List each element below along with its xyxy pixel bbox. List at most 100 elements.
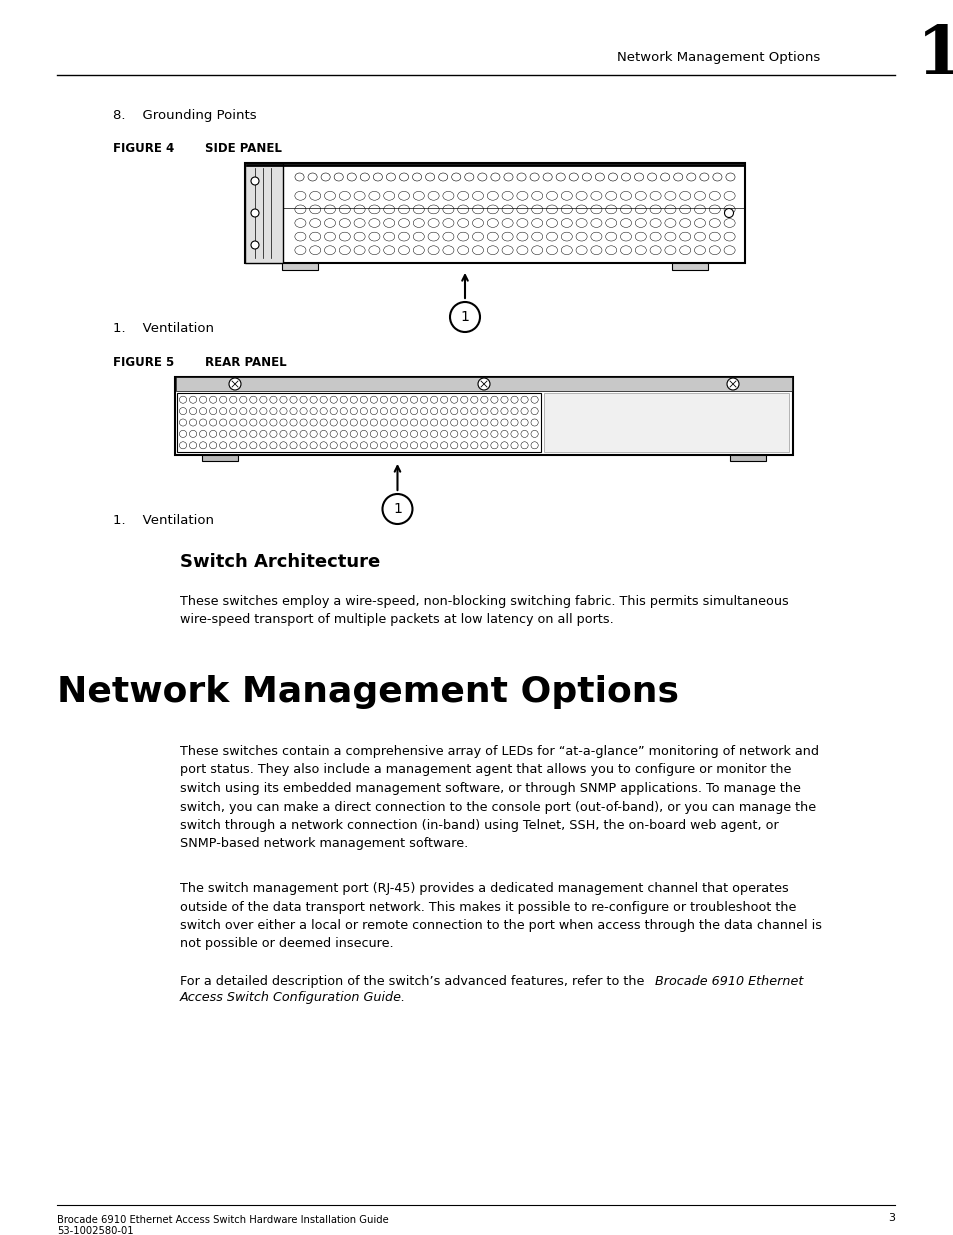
Ellipse shape [517, 191, 527, 200]
Ellipse shape [511, 430, 517, 437]
Ellipse shape [354, 219, 365, 227]
Ellipse shape [694, 246, 705, 254]
Ellipse shape [239, 408, 247, 415]
Ellipse shape [369, 246, 379, 254]
Ellipse shape [410, 442, 417, 448]
Ellipse shape [360, 442, 367, 448]
Bar [245, 163, 283, 263]
Ellipse shape [576, 191, 586, 200]
Text: FIGURE 4: FIGURE 4 [112, 142, 174, 154]
Ellipse shape [440, 408, 447, 415]
Ellipse shape [219, 408, 227, 415]
Ellipse shape [450, 430, 457, 437]
Ellipse shape [179, 408, 187, 415]
Ellipse shape [520, 396, 528, 404]
Ellipse shape [354, 191, 365, 200]
Ellipse shape [210, 408, 216, 415]
Ellipse shape [383, 205, 395, 214]
Ellipse shape [619, 205, 631, 214]
Ellipse shape [279, 430, 287, 437]
Ellipse shape [581, 173, 591, 182]
Ellipse shape [350, 442, 357, 448]
Ellipse shape [310, 408, 317, 415]
Ellipse shape [390, 442, 397, 448]
Ellipse shape [664, 191, 676, 200]
Ellipse shape [664, 232, 676, 241]
Ellipse shape [457, 219, 468, 227]
Ellipse shape [470, 396, 477, 404]
Ellipse shape [635, 205, 646, 214]
Ellipse shape [576, 219, 586, 227]
Ellipse shape [450, 396, 457, 404]
Text: 8.    Grounding Points: 8. Grounding Points [112, 109, 256, 121]
Ellipse shape [620, 173, 630, 182]
Ellipse shape [410, 408, 417, 415]
Ellipse shape [310, 205, 320, 214]
Ellipse shape [490, 442, 497, 448]
Ellipse shape [199, 419, 207, 426]
Ellipse shape [679, 232, 690, 241]
Ellipse shape [477, 173, 486, 182]
Ellipse shape [398, 219, 409, 227]
Ellipse shape [413, 232, 424, 241]
Circle shape [450, 303, 479, 332]
Ellipse shape [347, 173, 356, 182]
Ellipse shape [250, 430, 256, 437]
Ellipse shape [310, 442, 317, 448]
Ellipse shape [442, 219, 454, 227]
Text: The switch management port (RJ-45) provides a dedicated management channel that : The switch management port (RJ-45) provi… [180, 882, 821, 951]
Ellipse shape [219, 419, 227, 426]
Ellipse shape [576, 205, 586, 214]
Ellipse shape [299, 442, 307, 448]
Ellipse shape [360, 396, 367, 404]
Bar [671, 263, 707, 270]
Ellipse shape [576, 232, 586, 241]
Ellipse shape [310, 430, 317, 437]
Text: FIGURE 5: FIGURE 5 [112, 357, 174, 369]
Ellipse shape [330, 408, 337, 415]
Ellipse shape [390, 430, 397, 437]
Ellipse shape [350, 408, 357, 415]
Ellipse shape [199, 408, 207, 415]
Ellipse shape [339, 205, 350, 214]
Ellipse shape [310, 396, 317, 404]
Ellipse shape [294, 205, 306, 214]
Ellipse shape [428, 246, 438, 254]
Ellipse shape [531, 442, 537, 448]
Ellipse shape [250, 396, 256, 404]
Text: SIDE PANEL: SIDE PANEL [205, 142, 281, 154]
Ellipse shape [457, 205, 468, 214]
Circle shape [477, 378, 490, 390]
Ellipse shape [472, 191, 483, 200]
Ellipse shape [369, 232, 379, 241]
Ellipse shape [590, 205, 601, 214]
Ellipse shape [649, 205, 660, 214]
Ellipse shape [324, 205, 335, 214]
Text: 1: 1 [460, 310, 469, 324]
Ellipse shape [383, 232, 395, 241]
Ellipse shape [199, 396, 207, 404]
Ellipse shape [400, 408, 407, 415]
Ellipse shape [430, 430, 437, 437]
Ellipse shape [649, 246, 660, 254]
Ellipse shape [723, 232, 735, 241]
Ellipse shape [450, 442, 457, 448]
Circle shape [723, 209, 733, 217]
Ellipse shape [517, 232, 527, 241]
Ellipse shape [605, 191, 616, 200]
Ellipse shape [279, 408, 287, 415]
Ellipse shape [472, 219, 483, 227]
Ellipse shape [546, 205, 557, 214]
Ellipse shape [324, 191, 335, 200]
Ellipse shape [412, 173, 421, 182]
Ellipse shape [370, 408, 377, 415]
Ellipse shape [324, 232, 335, 241]
Ellipse shape [649, 219, 660, 227]
Ellipse shape [330, 396, 337, 404]
Ellipse shape [340, 430, 347, 437]
Circle shape [382, 494, 412, 524]
Ellipse shape [725, 173, 734, 182]
Ellipse shape [354, 246, 365, 254]
Ellipse shape [259, 430, 267, 437]
Ellipse shape [457, 232, 468, 241]
